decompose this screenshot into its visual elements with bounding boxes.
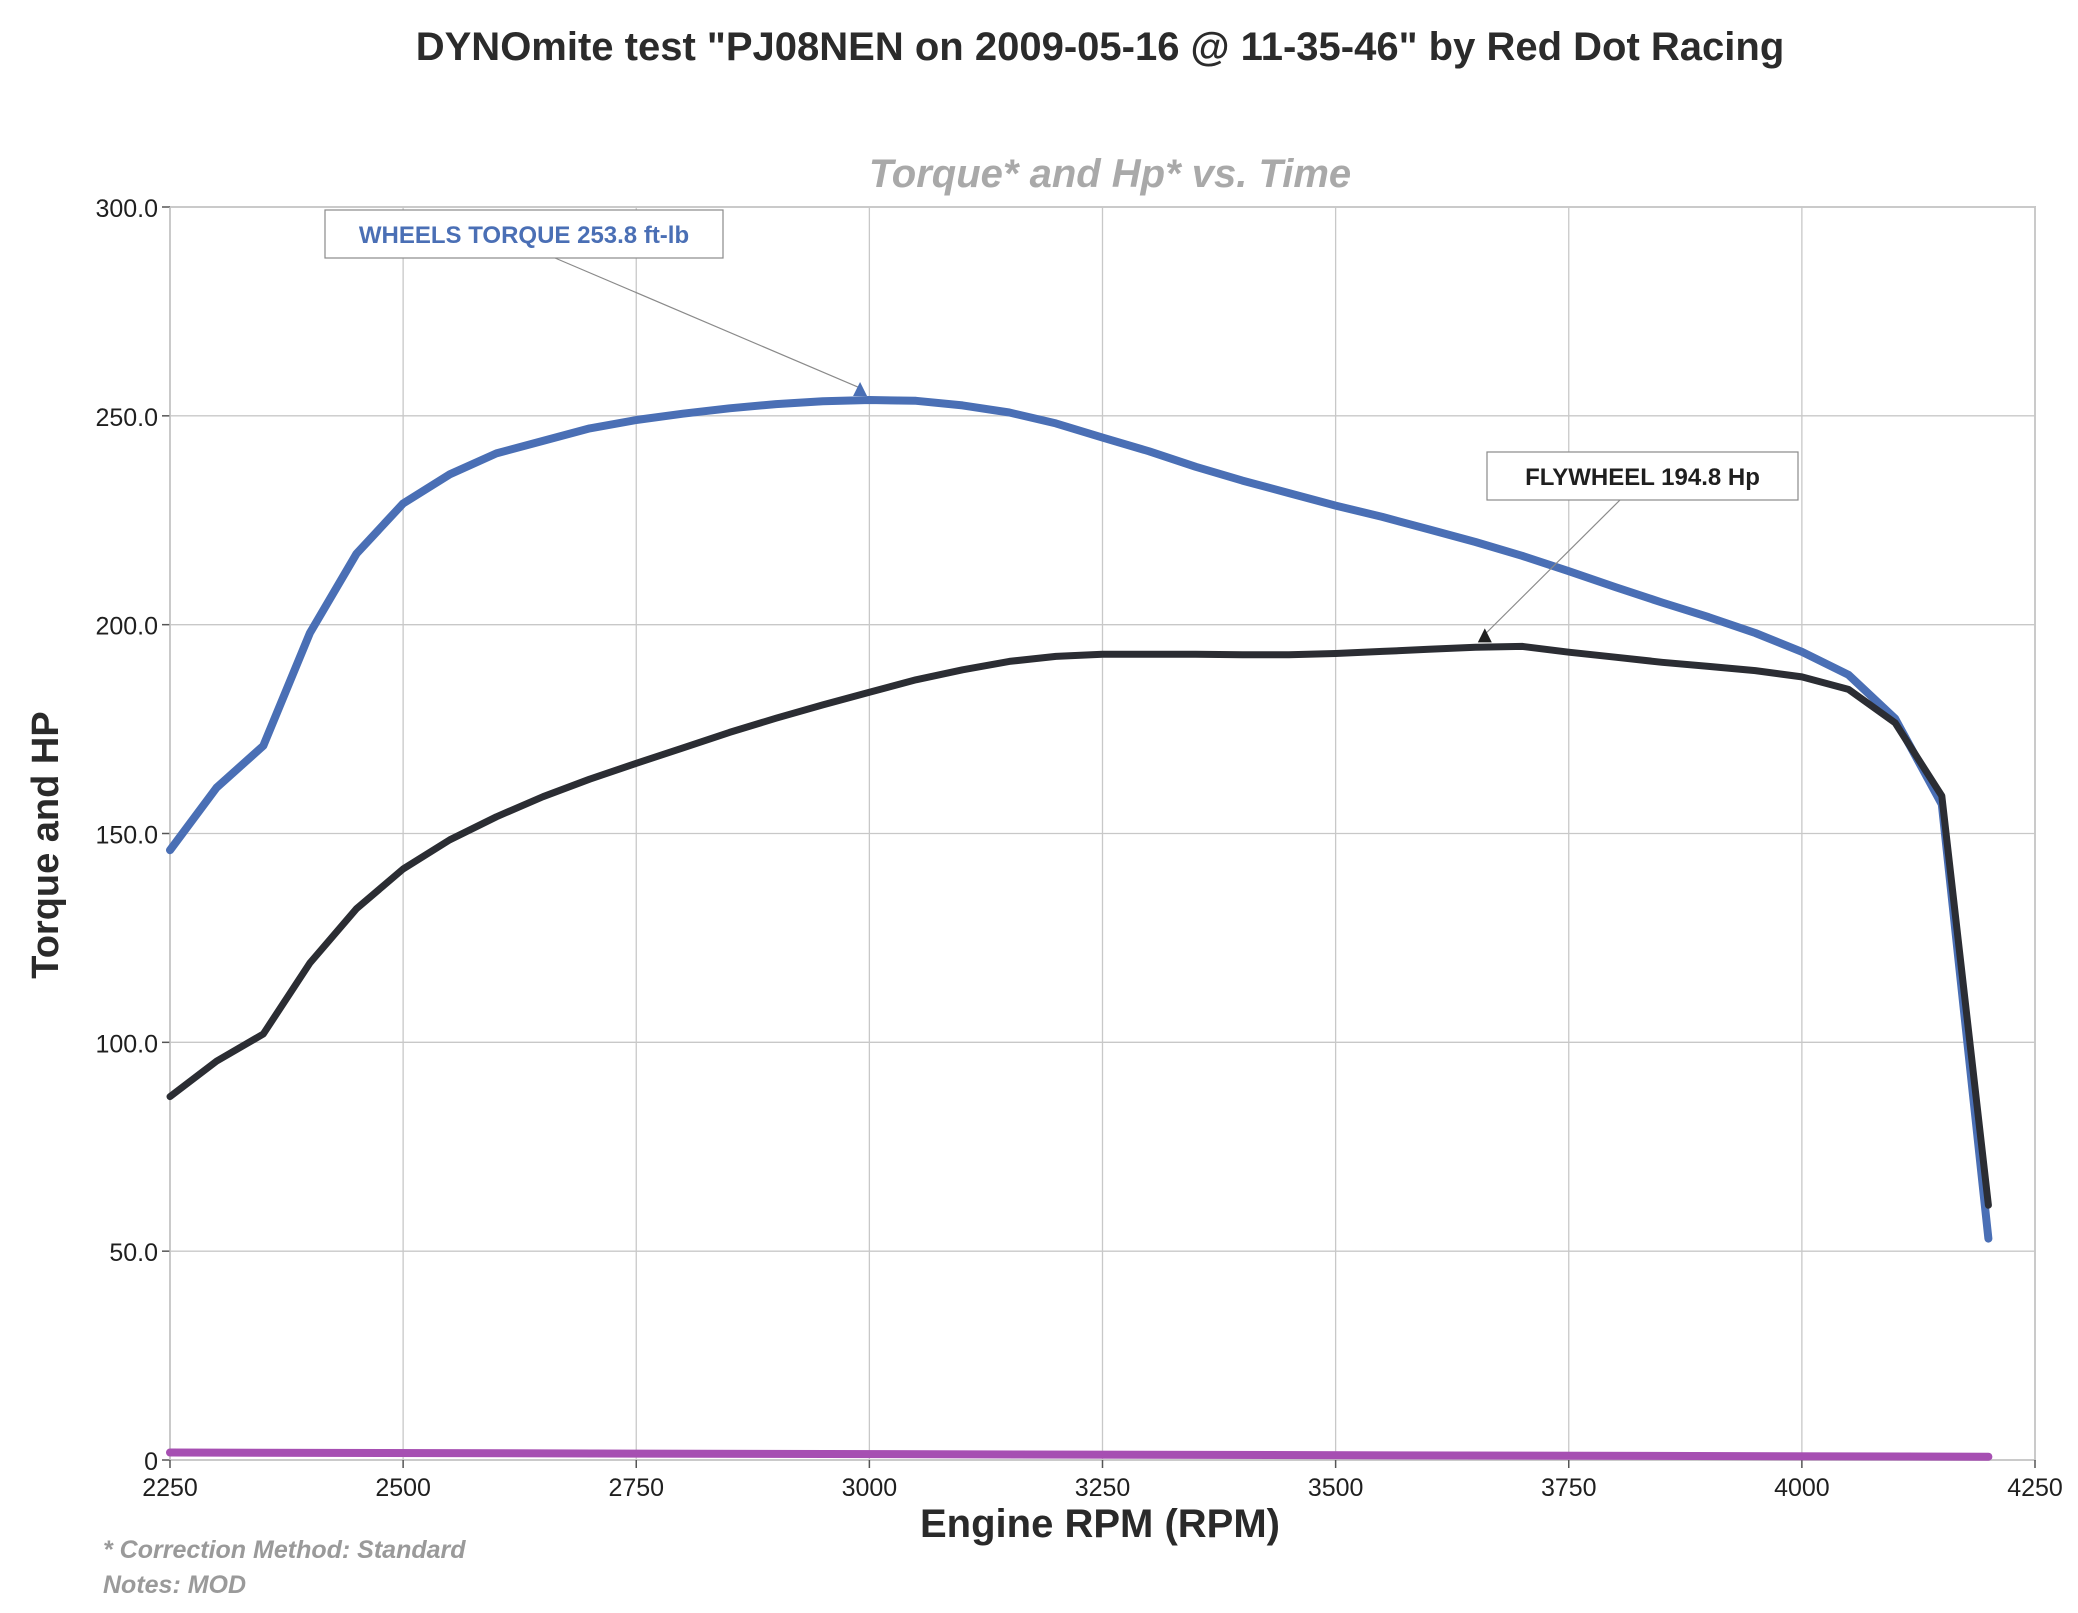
- x-tick-label: 2500: [375, 1474, 431, 1502]
- x-tick-label: 4250: [2007, 1474, 2063, 1502]
- torque-peak-callout: WHEELS TORQUE 253.8 ft-lb: [324, 209, 868, 396]
- y-tick-label: 150.0: [95, 822, 158, 850]
- plot-grid: [162, 206, 2036, 1468]
- x-tick-label: 2250: [142, 1474, 198, 1502]
- x-tick-label: 3000: [842, 1474, 898, 1502]
- flywheel-peak-callout: FLYWHEEL 194.8 Hp: [1477, 451, 1799, 643]
- callout-leader-line: [554, 257, 861, 389]
- y-tick-label: 200.0: [95, 613, 158, 641]
- callout-label: FLYWHEEL 194.8 Hp: [1525, 464, 1760, 491]
- y-tick-label: 300.0: [95, 195, 158, 223]
- correction-note: * Correction Method: Standard: [103, 1536, 466, 1564]
- notes-text: Notes: MOD: [103, 1571, 246, 1599]
- callout-label: WHEELS TORQUE 253.8 ft-lb: [359, 222, 689, 249]
- x-tick-label: 3500: [1308, 1474, 1364, 1502]
- y-tick-label: 50.0: [109, 1239, 158, 1267]
- chart-subtitle: Torque* and Hp* vs. Time: [869, 152, 1351, 196]
- torque-series-line: [166, 396, 1993, 1243]
- annotation-layer: WHEELS TORQUE 253.8 ft-lb FLYWHEEL 194.8 …: [324, 209, 1799, 643]
- x-axis-label: Engine RPM (RPM): [920, 1502, 1280, 1546]
- callout-box: [1486, 451, 1799, 501]
- x-tick-label: 3250: [1075, 1474, 1131, 1502]
- x-axis-ticks: 2250 2500 2750 3000 3250 3500 3750 4000 4250: [142, 1474, 2063, 1502]
- y-tick-label: 0: [144, 1448, 158, 1476]
- flywheel-series-line: [166, 642, 1992, 1209]
- callout-arrowhead: [853, 381, 868, 396]
- series-layer: [166, 396, 1993, 1461]
- callout-box: [324, 209, 724, 259]
- y-tick-label: 100.0: [95, 1030, 158, 1058]
- baseline-series-line: [166, 1448, 1993, 1461]
- x-tick-label: 4000: [1774, 1474, 1830, 1502]
- callout-leader-line: [1484, 499, 1621, 635]
- chart-title: DYNOmite test "PJ08NEN on 2009-05-16 @ 1…: [416, 25, 1785, 69]
- x-tick-label: 2750: [608, 1474, 664, 1502]
- y-tick-label: 250.0: [95, 404, 158, 432]
- callout-arrowhead: [1477, 628, 1492, 643]
- y-axis-ticks: 0 50.0 100.0 150.0 200.0 250.0 300.0: [95, 195, 158, 1476]
- y-axis-label: Torque and HP: [25, 711, 67, 978]
- x-tick-label: 3750: [1541, 1474, 1597, 1502]
